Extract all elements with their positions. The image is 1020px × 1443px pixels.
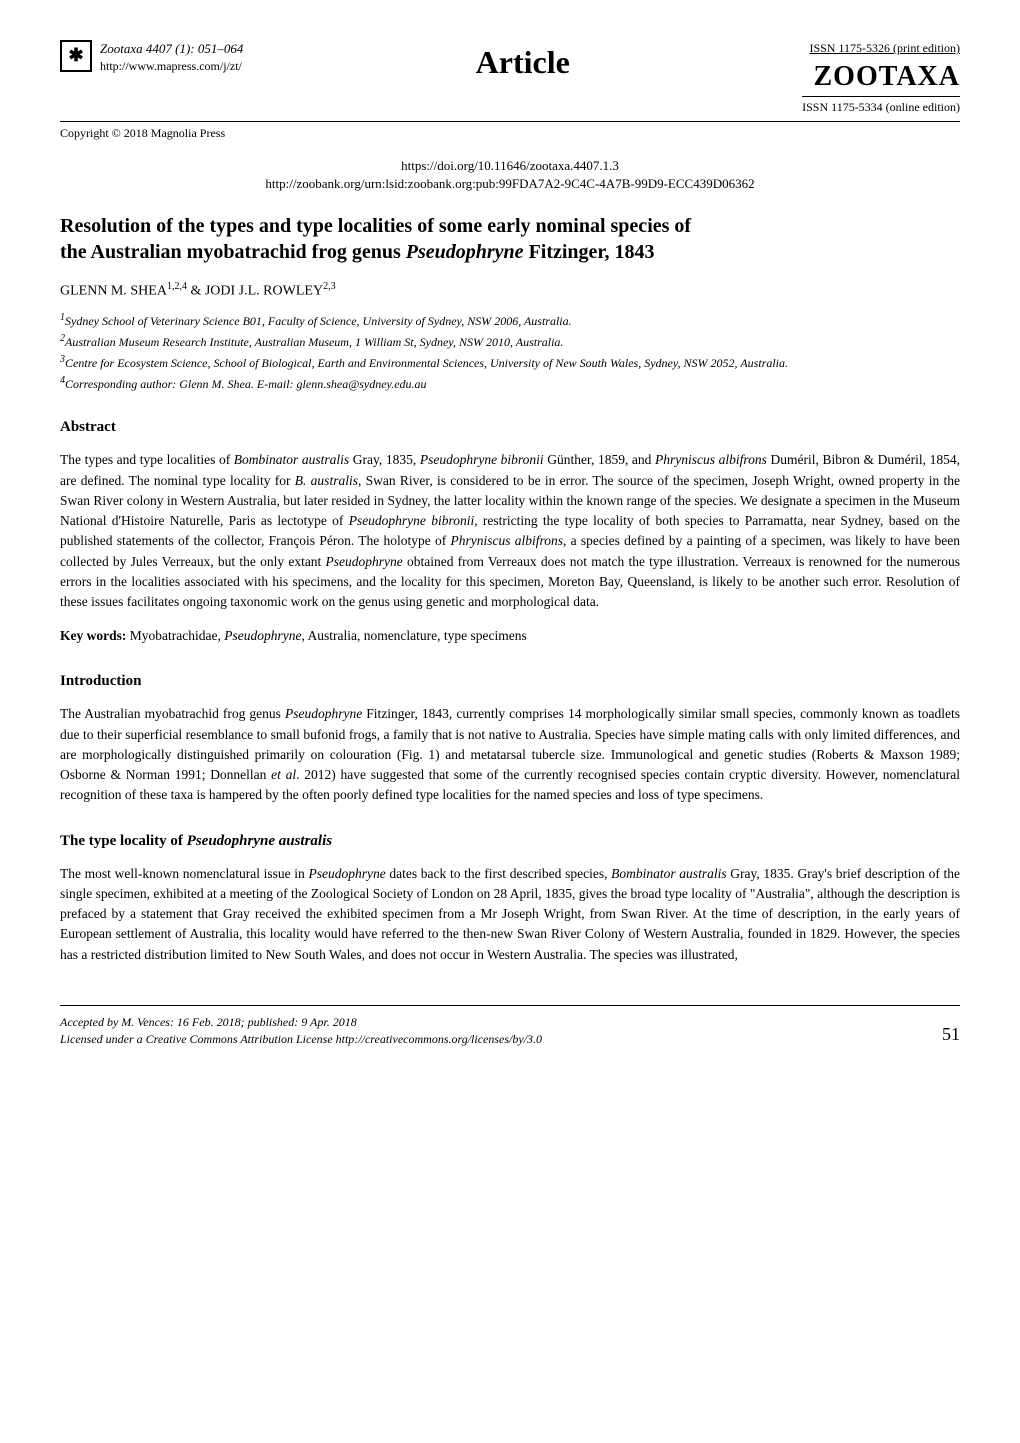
article-label: Article — [243, 40, 802, 85]
keywords-label: Key words: — [60, 628, 126, 643]
paper-title: Resolution of the types and type localit… — [60, 213, 960, 265]
affiliation-1: 1Sydney School of Veterinary Science B01… — [60, 311, 960, 330]
header-row: ✱ Zootaxa 4407 (1): 051–064 http://www.m… — [60, 40, 960, 116]
accepted-date: Accepted by M. Vences: 16 Feb. 2018; pub… — [60, 1014, 542, 1031]
header-left: ✱ Zootaxa 4407 (1): 051–064 http://www.m… — [60, 40, 243, 75]
issn-print: ISSN 1175-5326 (print edition) — [802, 40, 960, 57]
doi-url: https://doi.org/10.11646/zootaxa.4407.1.… — [60, 157, 960, 175]
abstract-heading: Abstract — [60, 417, 960, 438]
zootaxa-logo: ZOOTAXA — [802, 57, 960, 96]
affiliation-2: 2Australian Museum Research Institute, A… — [60, 332, 960, 351]
authors: GLENN M. SHEA1,2,4 & JODI J.L. ROWLEY2,3 — [60, 280, 960, 301]
footer-left: Accepted by M. Vences: 16 Feb. 2018; pub… — [60, 1014, 542, 1048]
zoobank-url: http://zoobank.org/urn:lsid:zoobank.org:… — [60, 175, 960, 193]
journal-url: http://www.mapress.com/j/zt/ — [100, 58, 243, 75]
introduction-heading: Introduction — [60, 671, 960, 692]
journal-logo-icon: ✱ — [60, 40, 92, 72]
license-text: Licensed under a Creative Commons Attrib… — [60, 1031, 542, 1048]
type-locality-heading: The type locality of Pseudophryne austra… — [60, 831, 960, 852]
issn-online: ISSN 1175-5334 (online edition) — [802, 96, 960, 116]
journal-issue: Zootaxa 4407 (1): 051–064 — [100, 40, 243, 58]
footer: Accepted by M. Vences: 16 Feb. 2018; pub… — [60, 1005, 960, 1048]
type-locality-text: The most well-known nomenclatural issue … — [60, 864, 960, 965]
keywords: Key words: Myobatrachidae, Pseudophryne,… — [60, 627, 960, 646]
header-right: ISSN 1175-5326 (print edition) ZOOTAXA I… — [802, 40, 960, 116]
page-number: 51 — [942, 1022, 960, 1047]
copyright-row: Copyright © 2018 Magnolia Press — [60, 121, 960, 142]
affiliation-4: 4Corresponding author: Glenn M. Shea. E-… — [60, 374, 960, 393]
introduction-text: The Australian myobatrachid frog genus P… — [60, 704, 960, 805]
copyright-text: Copyright © 2018 Magnolia Press — [60, 125, 225, 142]
journal-info-block: Zootaxa 4407 (1): 051–064 http://www.map… — [100, 40, 243, 75]
affiliations: 1Sydney School of Veterinary Science B01… — [60, 311, 960, 392]
affiliation-3: 3Centre for Ecosystem Science, School of… — [60, 353, 960, 372]
doi-section: https://doi.org/10.11646/zootaxa.4407.1.… — [60, 157, 960, 193]
abstract-text: The types and type localities of Bombina… — [60, 450, 960, 612]
